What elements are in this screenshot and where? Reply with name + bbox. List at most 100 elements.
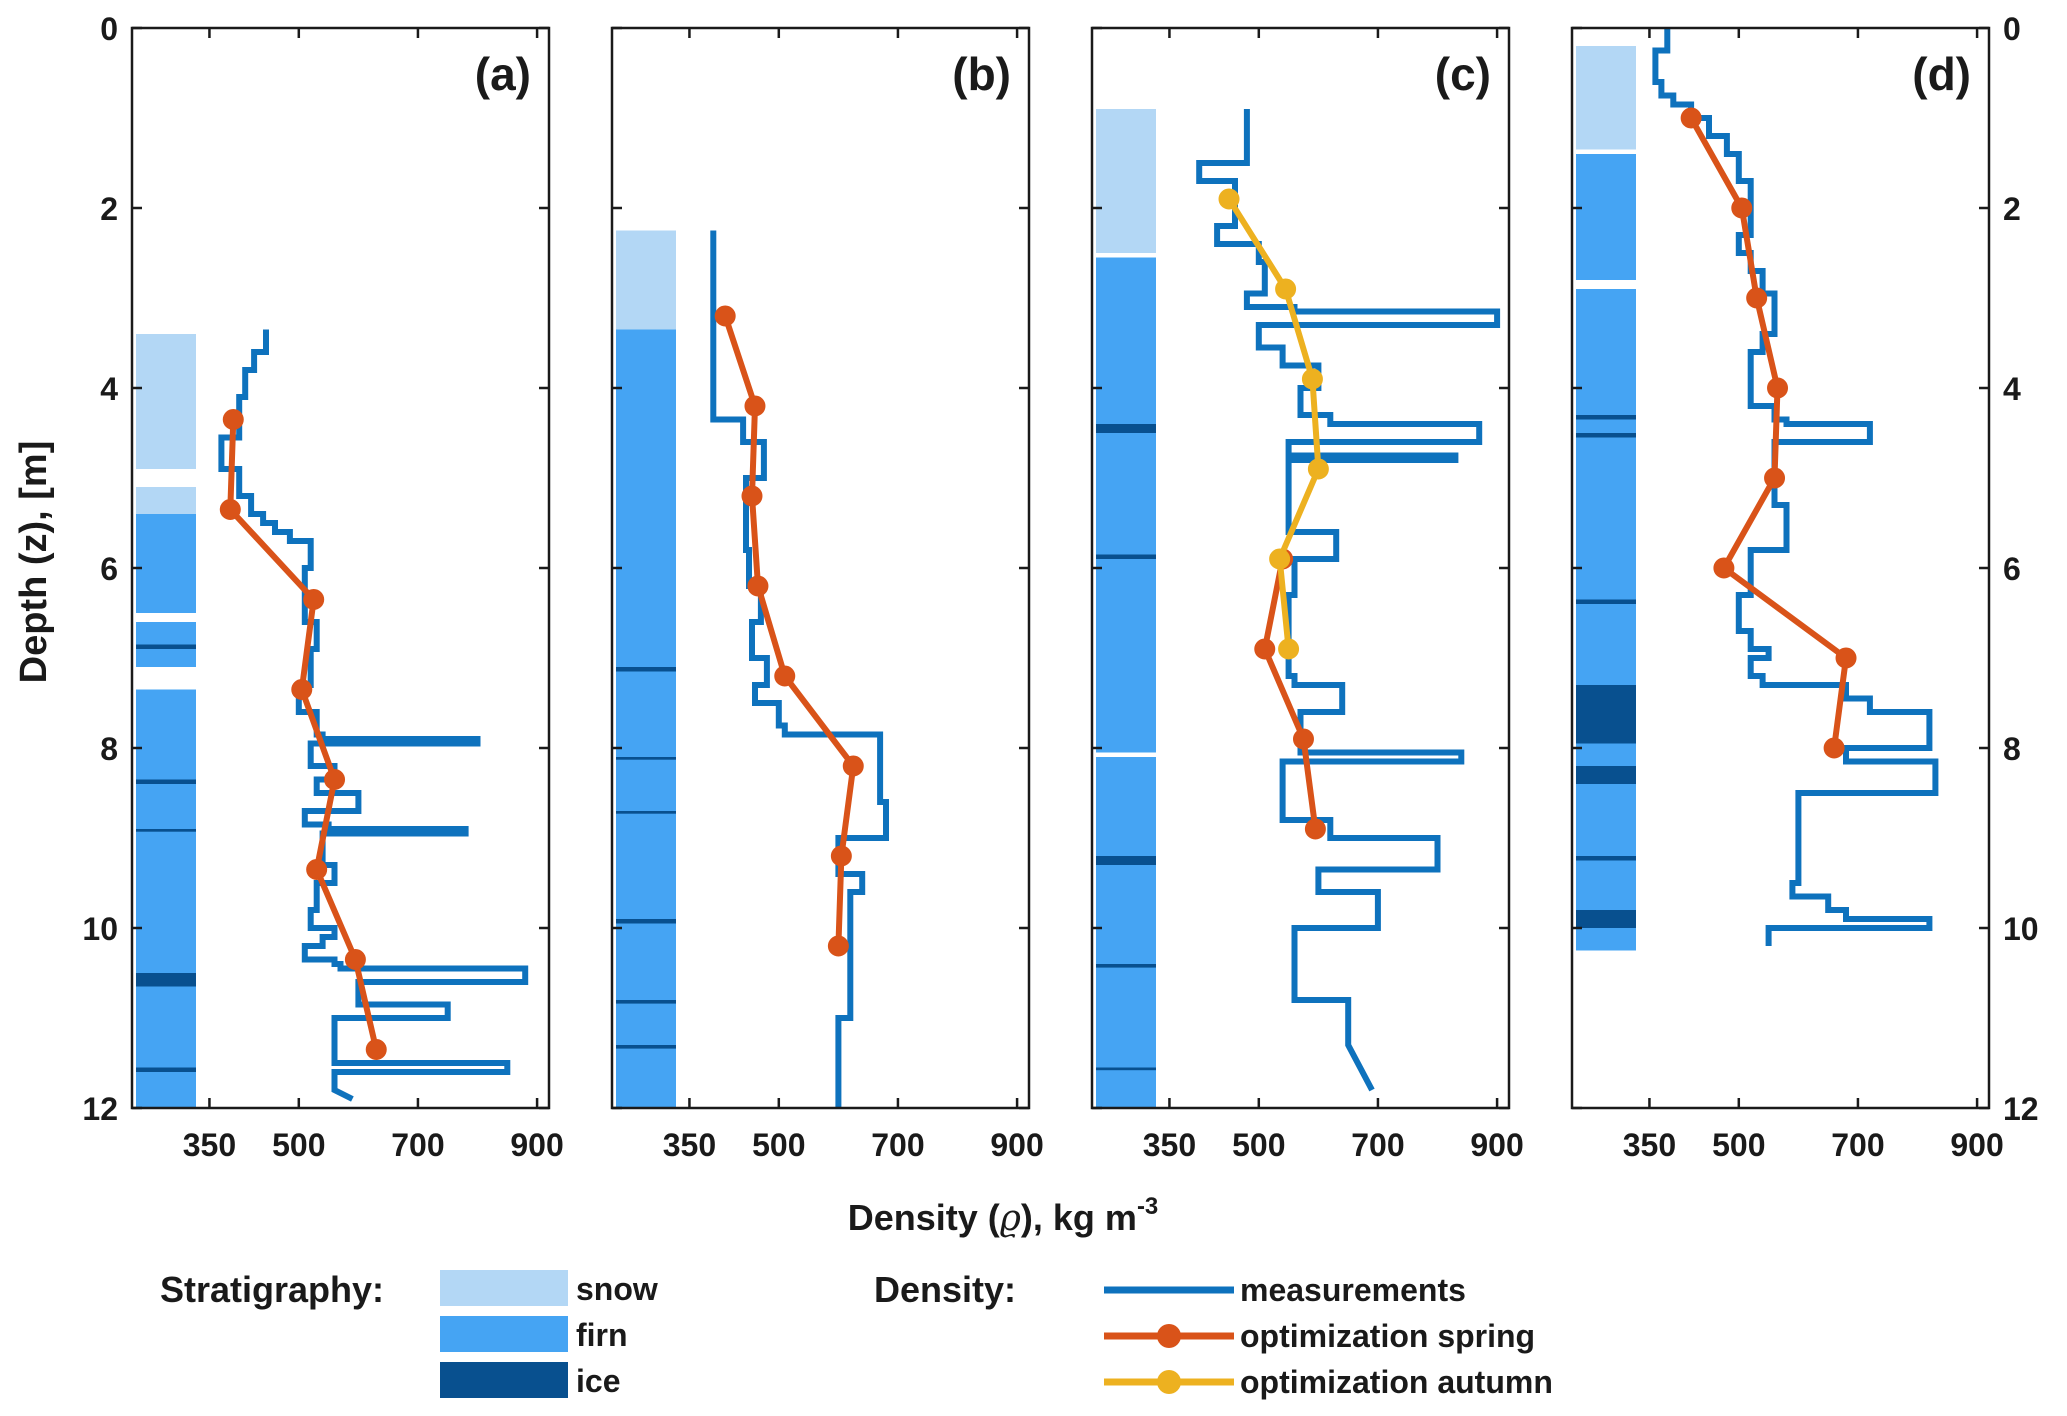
measurements-line (1652, 28, 1939, 946)
stratigraphy-ice-layer (1576, 856, 1636, 861)
optimization-spring-point (1764, 467, 1786, 489)
stratigraphy-column (136, 334, 196, 1108)
optimization-spring-point (365, 1039, 387, 1060)
y-tick-label-right: 8 (2003, 731, 2021, 767)
x-tick-label: 500 (1232, 1127, 1285, 1163)
x-tick-label: 700 (391, 1127, 444, 1163)
optimization-autumn-point (1307, 458, 1329, 480)
optimization-autumn-point (1278, 638, 1300, 660)
stratigraphy-ice-layer (136, 1067, 196, 1072)
y-tick-label-left: 4 (100, 371, 118, 407)
legend-label-snow: snow (576, 1271, 658, 1307)
legend-label-spring: optimization spring (1240, 1318, 1535, 1354)
x-axis-label: Density (ϱ), kg m-3 (848, 1193, 1159, 1239)
legend-swatch-ice (440, 1362, 568, 1398)
y-tick-label-right: 0 (2003, 11, 2021, 47)
stratigraphy-ice-layer (616, 757, 676, 760)
stratigraphy-ice-layer (1576, 766, 1636, 784)
y-tick-label-left: 0 (100, 11, 118, 47)
stratigraphy-firn-layer (1096, 757, 1156, 1108)
legend-density-title: Density: (874, 1269, 1016, 1310)
optimization-autumn-point (1275, 278, 1297, 300)
x-tick-label: 350 (183, 1127, 236, 1163)
optimization-spring-point (830, 845, 852, 867)
panel-label: (d) (1912, 48, 1971, 100)
stratigraphy-firn-layer (1096, 257, 1156, 753)
optimization-spring-point (222, 409, 244, 430)
stratigraphy-ice-layer (1576, 433, 1636, 438)
y-tick-label-left: 8 (100, 731, 118, 767)
optimization-spring-point (306, 859, 328, 880)
stratigraphy-snow-layer (136, 334, 196, 469)
legend-stratigraphy-title: Stratigraphy: (160, 1269, 384, 1310)
stratigraphy-column (616, 230, 676, 1108)
stratigraphy-ice-layer (1096, 554, 1156, 559)
stratigraphy-ice-layer (136, 779, 196, 784)
x-tick-label: 900 (1470, 1127, 1523, 1163)
legend: Stratigraphy: snow firn ice Density: measu… (160, 1269, 1553, 1400)
stratigraphy-ice-layer (1096, 1067, 1156, 1071)
optimization-spring-point (344, 949, 366, 970)
optimization-spring-point (1746, 287, 1768, 309)
x-tick-label: 900 (1950, 1127, 2003, 1163)
stratigraphy-ice-layer (1576, 599, 1636, 604)
x-tick-label: 500 (272, 1127, 325, 1163)
optimization-spring-point (842, 755, 864, 777)
stratigraphy-ice-layer (1096, 424, 1156, 433)
legend-marker-spring (1157, 1324, 1181, 1348)
panel-b: 350 500 700 900 (b) (610, 26, 1044, 1163)
optimization-spring-point (1835, 647, 1857, 669)
stratigraphy-ice-layer (616, 919, 676, 924)
panel-label: (a) (475, 48, 531, 100)
panel-d: 350 500 700 900 0 2 4 6 8 10 12 (d) (1570, 11, 2039, 1163)
y-tick-label-left: 2 (100, 191, 118, 227)
x-tick-label: 350 (1143, 1127, 1196, 1163)
y-tick-label-right: 10 (2003, 911, 2039, 947)
stratigraphy-ice-layer (616, 811, 676, 814)
optimization-spring-point (1731, 197, 1753, 219)
y-tick-label-right: 4 (2003, 371, 2021, 407)
legend-stratigraphy-items: snow firn ice (440, 1270, 658, 1399)
stratigraphy-ice-layer (1096, 856, 1156, 865)
y-tick-label-right: 12 (2003, 1091, 2039, 1127)
stratigraphy-firn-layer (1576, 289, 1636, 951)
legend-label-measurements: measurements (1240, 1272, 1466, 1308)
y-tick-label-left: 12 (82, 1091, 118, 1127)
y-tick-label-right: 2 (2003, 191, 2021, 227)
stratigraphy-firn-layer (1576, 154, 1636, 280)
optimization-spring-point (303, 589, 325, 610)
legend-swatch-firn (440, 1316, 568, 1352)
optimization-spring-point (774, 665, 796, 687)
x-tick-label: 900 (990, 1127, 1043, 1163)
y-tick-label-right: 6 (2003, 551, 2021, 587)
x-tick-label: 350 (663, 1127, 716, 1163)
stratigraphy-column (1576, 46, 1636, 951)
legend-label-autumn: optimization autumn (1240, 1364, 1553, 1400)
optimization-spring-point (747, 575, 769, 597)
stratigraphy-ice-layer (1576, 415, 1636, 420)
optimization-spring-point (291, 679, 313, 700)
stratigraphy-ice-layer (616, 1045, 676, 1049)
optimization-autumn-line (1226, 197, 1322, 650)
panel-label: (c) (1435, 48, 1491, 100)
optimization-spring-point (1823, 737, 1845, 759)
y-tick-label-left: 6 (100, 551, 118, 587)
x-tick-label: 700 (1351, 1127, 1404, 1163)
optimization-autumn-point (1269, 548, 1291, 570)
stratigraphy-firn-layer (136, 514, 196, 613)
y-tick-label-left: 10 (82, 911, 118, 947)
optimization-spring-point (1680, 107, 1702, 129)
optimization-spring-point (1304, 818, 1326, 840)
optimization-spring-point (714, 305, 736, 327)
y-axis-label: Depth (z), [m] (13, 441, 55, 684)
x-tick-label: 900 (510, 1127, 563, 1163)
optimization-spring-line (722, 315, 857, 947)
optimization-spring-point (219, 499, 241, 520)
optimization-spring-point (744, 395, 766, 417)
stratigraphy-snow-layer (136, 487, 196, 514)
optimization-autumn-point (1301, 368, 1323, 390)
x-tick-label: 700 (1831, 1127, 1884, 1163)
stratigraphy-snow-layer (1096, 109, 1156, 253)
optimization-spring-point (1767, 377, 1789, 399)
